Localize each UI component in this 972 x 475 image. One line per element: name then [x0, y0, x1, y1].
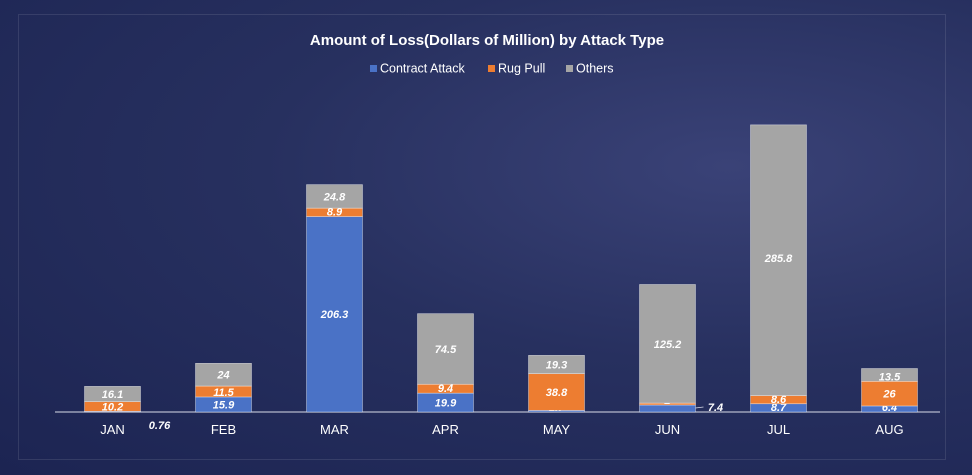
legend-swatch-2 — [488, 65, 495, 72]
data-label-jun-1: 7.4 — [708, 402, 723, 414]
bars-group: 0.76 10.216.1 15.911.5 24 206.3 8.9 24.8 19.9 9.… — [84, 124, 918, 432]
legend-label-1: Contract Attack — [380, 62, 466, 76]
legend-swatch-1 — [370, 65, 377, 72]
data-label-may-3: 19.3 — [546, 359, 567, 371]
bar-jun-others — [639, 284, 696, 404]
bar-mar-others — [306, 184, 363, 209]
data-label-jul-3: 285.8 — [764, 253, 793, 265]
x-tick-jul: JUL — [767, 422, 790, 437]
data-label-jul-2: 8.6 — [771, 394, 787, 406]
data-label-may-2: 38.8 — [546, 387, 568, 399]
x-tick-aug: AUG — [875, 422, 903, 437]
bar-aug-rug-pull — [861, 381, 918, 407]
data-label-feb-2: 11.5 — [213, 387, 234, 399]
x-tick-apr: APR — [432, 422, 459, 437]
bar-may-rug-pull — [528, 373, 585, 411]
x-tick-mar: MAR — [320, 422, 349, 437]
bar-jan-others — [84, 386, 141, 402]
bar-jul-others — [750, 124, 807, 396]
chart-frame — [18, 14, 946, 460]
x-tick-labels: JAN FEB MAR APR MAY JUN JUL AUG — [100, 422, 903, 437]
x-tick-may: MAY — [543, 422, 571, 437]
legend-swatch-3 — [566, 65, 573, 72]
bar-may-others — [528, 355, 585, 374]
leader-line-jun — [695, 406, 704, 409]
bar-apr-others — [417, 313, 474, 385]
legend: Contract Attack Rug Pull Others — [370, 62, 614, 76]
x-tick-feb: FEB — [211, 422, 236, 437]
data-label-aug-3: 13.5 — [879, 371, 901, 383]
x-tick-jan: JAN — [100, 422, 125, 437]
data-label-jan-2: 10.2 — [102, 401, 123, 413]
legend-label-2: Rug Pull — [498, 62, 545, 76]
data-label-jan-3: 16.1 — [102, 389, 123, 401]
data-label-mar-1: 206.3 — [320, 309, 349, 321]
bar-aug-others — [861, 368, 918, 382]
data-label-apr-3: 74.5 — [435, 344, 457, 356]
data-label-apr-1: 19.9 — [435, 398, 457, 410]
data-label-jun-3: 125.2 — [654, 339, 682, 351]
data-label-feb-3: 24 — [216, 370, 229, 382]
legend-label-3: Others — [576, 62, 614, 76]
data-label-aug-2: 26 — [882, 389, 896, 401]
x-tick-jun: JUN — [655, 422, 680, 437]
data-label-mar-2: 8.9 — [327, 207, 343, 219]
leader-lines — [695, 406, 704, 409]
data-label-feb-1: 15.9 — [213, 399, 235, 411]
data-label-jan-1: 0.76 — [149, 420, 171, 432]
chart-title: Amount of Loss(Dollars of Million) by At… — [310, 32, 664, 49]
data-label-apr-2: 9.4 — [438, 383, 453, 395]
data-label-mar-3: 24.8 — [323, 191, 346, 203]
bar-mar-contract-attack — [306, 216, 363, 413]
data-label-jul-1: 8.7 — [771, 402, 787, 414]
bar-feb-others — [195, 363, 252, 387]
